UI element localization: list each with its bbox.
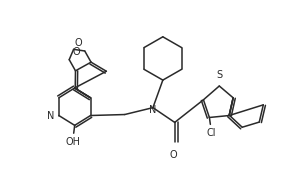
Text: O: O xyxy=(72,47,80,57)
Text: O: O xyxy=(74,38,82,48)
Text: S: S xyxy=(216,70,222,80)
Text: N: N xyxy=(149,105,157,115)
Text: Cl: Cl xyxy=(207,128,216,138)
Text: O: O xyxy=(170,150,178,160)
Text: N: N xyxy=(47,111,54,121)
Text: OH: OH xyxy=(65,137,80,147)
